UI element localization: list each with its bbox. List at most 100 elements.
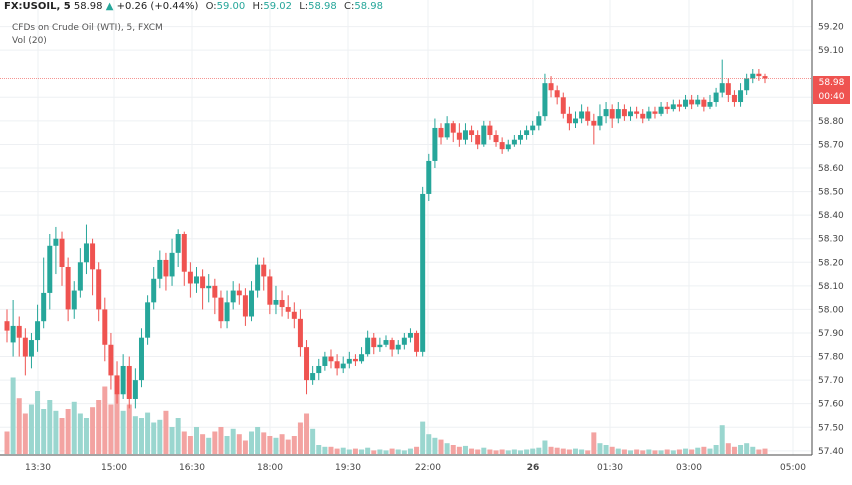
volume-bar: [328, 446, 334, 454]
change-up-icon: ▲: [105, 1, 114, 12]
volume-bar: [83, 418, 89, 454]
candle-body: [310, 373, 316, 381]
candle-body: [334, 361, 340, 369]
candle-body: [756, 73, 762, 77]
time-tick-label: 26: [527, 463, 540, 473]
current-price-tag: 58.98: [813, 76, 850, 90]
volume-bar: [114, 392, 120, 454]
candle-body: [493, 135, 499, 143]
volume-bar: [297, 422, 303, 454]
volume-bar: [609, 446, 615, 454]
volume-bar: [420, 421, 426, 454]
volume-bar: [738, 445, 744, 454]
candle-body: [175, 234, 181, 253]
candle-body: [102, 309, 108, 345]
volume-bar: [4, 431, 10, 454]
volume-bar: [505, 450, 511, 454]
volume-bar: [401, 450, 407, 454]
candle-body: [279, 299, 285, 308]
high-label: H:: [252, 1, 264, 12]
time-tick-label: 13:30: [25, 463, 51, 473]
candle-body: [628, 111, 634, 117]
candle-body: [420, 193, 426, 352]
candle-body: [389, 340, 395, 350]
volume-bar: [255, 427, 261, 454]
candle-body: [114, 375, 120, 395]
candle-body: [615, 109, 621, 119]
volume-bar: [579, 449, 585, 454]
candle-body: [108, 344, 114, 376]
time-tick-label: 03:00: [676, 463, 702, 473]
candle-body: [249, 290, 255, 317]
candle-body: [566, 113, 572, 124]
candle-body: [407, 332, 413, 338]
candle-body: [738, 90, 744, 103]
candle-body: [328, 356, 334, 362]
volume-bar: [756, 449, 762, 454]
close-value: 58.98: [354, 1, 383, 12]
volume-bar: [218, 427, 224, 454]
volume-bar: [157, 419, 163, 454]
candle-body: [297, 318, 303, 348]
volume-bar: [426, 434, 432, 454]
candle-body: [713, 92, 719, 103]
low-label: L:: [299, 1, 309, 12]
volume-bar: [359, 449, 365, 454]
candle-body: [750, 73, 756, 79]
candle-body: [707, 102, 713, 107]
candle-body: [10, 325, 16, 343]
volume-bar: [352, 448, 358, 454]
candle-body: [77, 262, 83, 291]
open-value: 59.00: [216, 1, 246, 12]
candle-body: [316, 365, 322, 374]
candle-body: [346, 358, 352, 364]
volume-bar: [53, 410, 59, 454]
volume-bar: [194, 427, 199, 454]
candle-body: [285, 307, 291, 312]
volume-bar: [151, 422, 157, 454]
volume-bar: [634, 449, 640, 454]
volume-bar: [169, 427, 175, 454]
candle-body: [597, 116, 603, 126]
volume-bar: [395, 449, 401, 454]
volume-bar: [175, 418, 181, 454]
volume-bar: [10, 377, 16, 454]
candle-body: [194, 276, 199, 284]
volume-bar: [230, 428, 236, 454]
volume-bar: [242, 440, 248, 454]
candle-body: [16, 325, 22, 338]
candle-body: [585, 111, 591, 121]
volume-bar: [628, 450, 634, 454]
price-tick-label: 58.50: [818, 188, 844, 198]
volume-bar: [707, 448, 713, 454]
volume-bar: [701, 446, 707, 454]
candle-body: [90, 243, 96, 270]
candle-body: [487, 125, 493, 136]
candle-body: [218, 297, 224, 322]
volume-indicator-label[interactable]: Vol (20): [12, 36, 47, 46]
time-tick-label: 01:30: [597, 463, 623, 473]
candle-body: [236, 290, 242, 296]
candle-body: [132, 380, 138, 399]
time-tick-label: 22:00: [415, 463, 441, 473]
volume-bar: [383, 450, 389, 454]
open-label: O:: [205, 1, 217, 12]
candle-body: [383, 340, 389, 345]
candle-body: [475, 135, 481, 145]
chart-title: CFDs on Crude Oil (WTI), 5, FXCM: [12, 23, 163, 33]
candle-body: [719, 83, 725, 93]
volume-bar: [90, 407, 96, 454]
candle-body: [676, 104, 682, 107]
candle-body: [689, 99, 695, 105]
volume-bar: [267, 436, 273, 454]
volume-bar: [59, 418, 65, 454]
volume-bar: [291, 436, 297, 454]
high-value: 59.02: [263, 1, 293, 12]
candle-body: [151, 278, 157, 303]
volume-bar: [511, 449, 517, 454]
candle-body: [53, 238, 59, 246]
price-tick-label: 58.00: [818, 305, 844, 315]
candle-body: [340, 363, 346, 369]
time-tick-label: 16:30: [179, 463, 205, 473]
